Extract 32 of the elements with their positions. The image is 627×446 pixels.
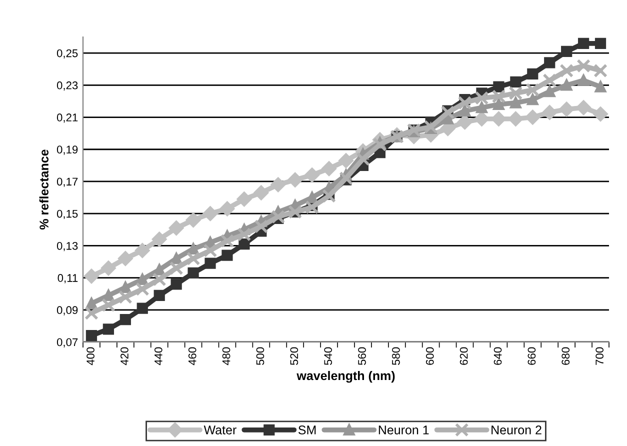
x-tick-label: 460 xyxy=(188,347,196,366)
y-tick-label: 0,07 xyxy=(56,338,78,348)
x-tick-label: 540 xyxy=(324,347,332,365)
x-tick-label: 620 xyxy=(460,347,468,365)
legend-label: SM xyxy=(298,426,316,434)
x-tick-label: 580 xyxy=(392,347,400,365)
x-tick-label: 640 xyxy=(494,347,502,365)
x-tick-label: 680 xyxy=(562,347,570,365)
y-tick-label: 0,11 xyxy=(58,274,78,284)
x-tick-label: 700 xyxy=(596,347,604,365)
legend-label: Water xyxy=(204,426,236,434)
legend-label: Neuron 2 xyxy=(492,426,542,434)
x-tick-label: 400 xyxy=(86,347,94,366)
x-tick-label: 560 xyxy=(358,347,366,365)
y-tick-label: 0,23 xyxy=(56,81,78,91)
x-tick-label: 500 xyxy=(256,347,264,365)
y-tick-label: 0,17 xyxy=(56,178,78,187)
y-tick-label: 0,21 xyxy=(56,114,78,123)
y-tick-label: 0,19 xyxy=(56,146,78,155)
x-tick-label: 520 xyxy=(290,347,298,365)
x-tick-label: 600 xyxy=(426,347,434,365)
y-tick-label: 0,13 xyxy=(56,242,78,252)
x-tick-label: 420 xyxy=(120,347,128,366)
y-tick-label: 0,15 xyxy=(56,210,78,220)
x-tick-label: 440 xyxy=(154,347,162,366)
y-tick-label: 0,25 xyxy=(56,49,78,58)
legend-label: Neuron 1 xyxy=(378,426,429,434)
x-tick-label: 660 xyxy=(528,347,536,365)
x-axis-title: wavelength (nm) xyxy=(296,370,395,383)
y-tick-label: 0,09 xyxy=(56,306,78,316)
y-axis-title: % reflectance xyxy=(39,150,48,230)
x-tick-label: 480 xyxy=(222,347,230,366)
